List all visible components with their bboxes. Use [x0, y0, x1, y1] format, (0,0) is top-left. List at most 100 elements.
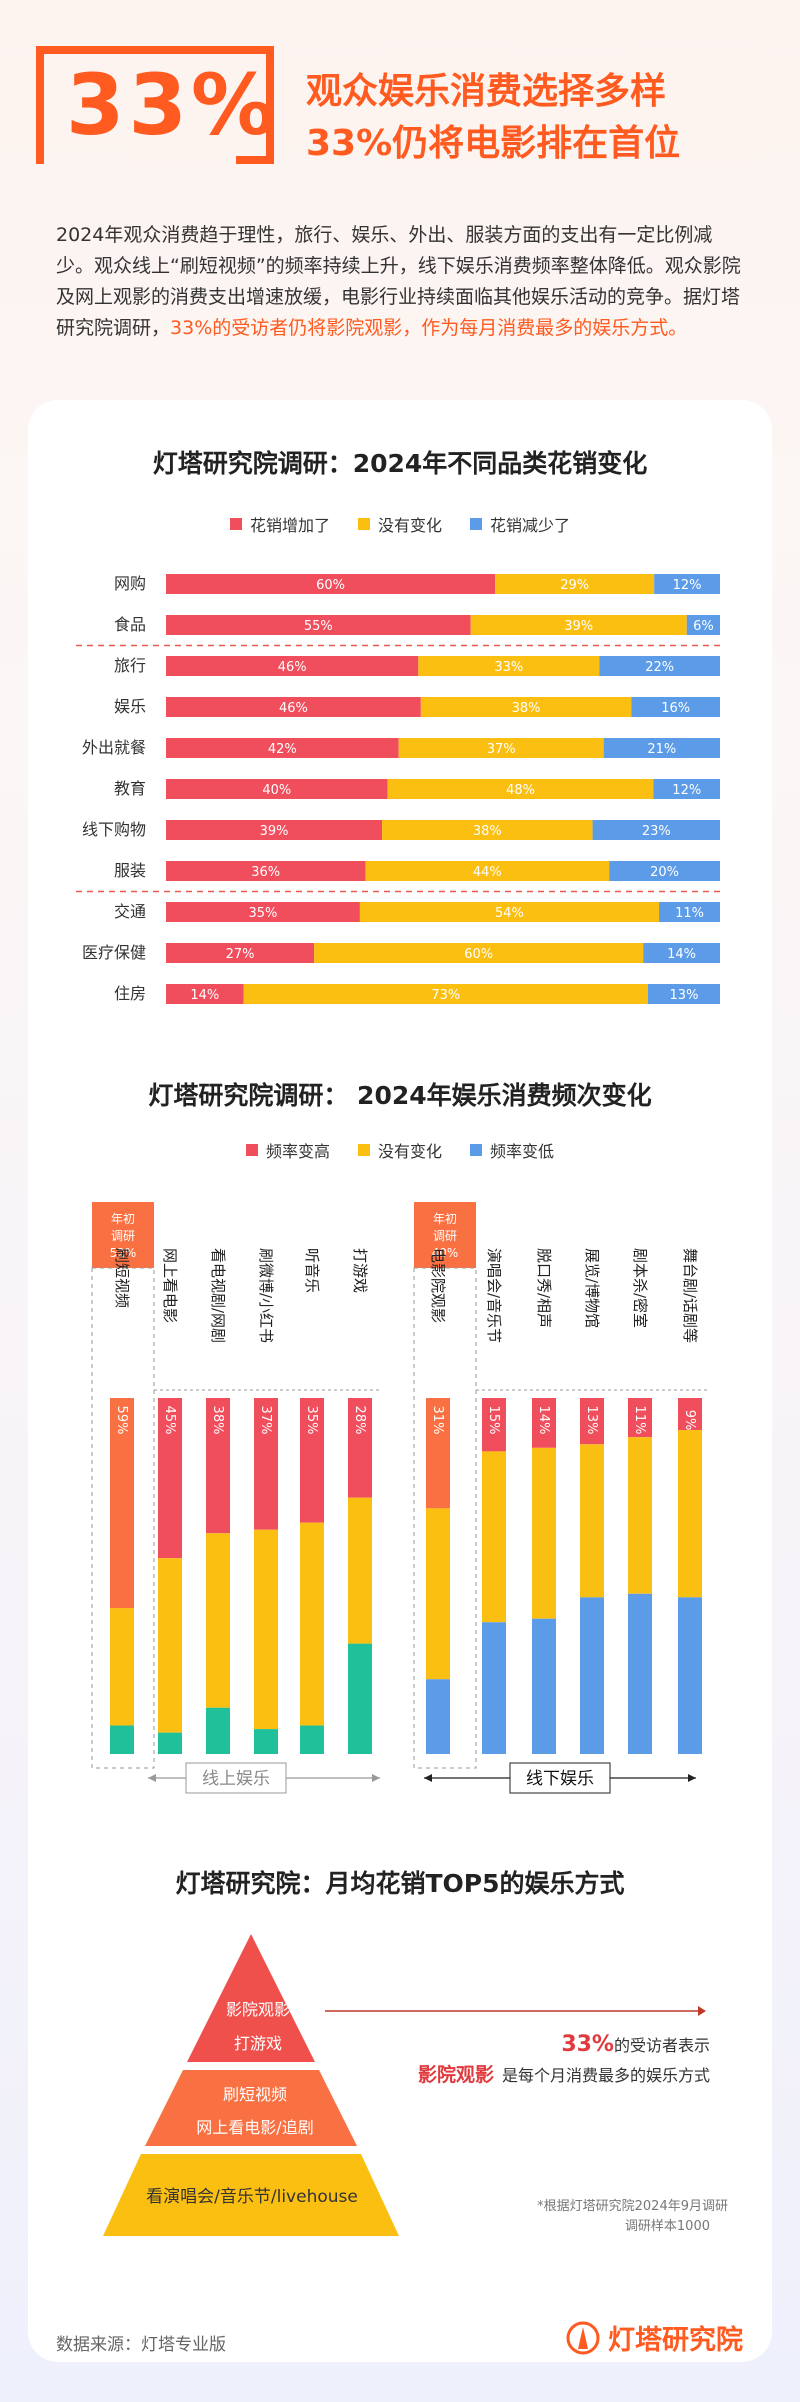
bar-segment [300, 1522, 324, 1726]
category-label: 服装 [114, 861, 146, 880]
data-label: 23% [642, 824, 671, 839]
bar-segment [166, 984, 244, 1004]
bar-segment [359, 902, 660, 922]
callout-text-2: 是每个月消费最多的娱乐方式 [502, 2066, 710, 2085]
data-label: 39% [260, 824, 289, 839]
top5-title: 灯塔研究院：月均花销TOP5的娱乐方式 [175, 1869, 625, 1898]
bar-segment [628, 1593, 652, 1754]
legend-item: 花销减少了 [470, 512, 570, 536]
legend-swatch-yellow [357, 1144, 370, 1156]
bracket-left [36, 46, 268, 164]
bar-segment [348, 1497, 372, 1644]
category-label: 听音乐 [303, 1248, 321, 1293]
group-label: 线上娱乐 [202, 1769, 270, 1789]
bar-segment [166, 697, 421, 717]
data-label: 38% [473, 824, 502, 839]
baseline-badge [414, 1202, 476, 1268]
bar-segment [206, 1398, 230, 1534]
badge-line: 年初 [433, 1212, 457, 1226]
group-label-box [509, 1762, 611, 1794]
bar-segment [643, 943, 720, 963]
data-label: 20% [650, 865, 679, 880]
legend-label: 花销减少了 [490, 516, 571, 535]
bar-segment [398, 738, 604, 758]
data-label: 12% [673, 578, 702, 593]
chart1-legend: 花销增加了 没有变化 花销减少了 [0, 512, 800, 536]
data-label: 42% [268, 742, 297, 757]
bar-segment [678, 1430, 702, 1598]
data-label: 11% [675, 906, 704, 921]
bar-segment [314, 943, 644, 963]
legend-swatch-blue [470, 518, 482, 530]
bar-segment [300, 1398, 324, 1523]
note-line-2: 调研样本1000 [625, 2219, 710, 2234]
data-label: 45% [162, 1406, 177, 1435]
baseline-badge [92, 1202, 154, 1268]
legend-swatch-red [245, 1144, 258, 1156]
bar-segment [678, 1597, 702, 1754]
bar-segment [686, 615, 720, 635]
data-label: 14% [536, 1406, 551, 1435]
tier1-line-1: 影院观影 [226, 2000, 290, 2019]
badge-line: 调研 [111, 1229, 135, 1243]
bar-segment [166, 656, 419, 676]
category-label: 演唱会/音乐节 [485, 1248, 503, 1343]
bar-segment [158, 1398, 182, 1559]
bar-segment [110, 1398, 134, 1609]
chart2-legend: 频率变高 没有变化 频率变低 [0, 1138, 800, 1162]
bar-segment [603, 738, 720, 758]
data-label: 60% [316, 578, 345, 593]
data-label: 11% [632, 1406, 647, 1435]
lighthouse-logo-icon [566, 2321, 600, 2354]
data-label: 59% [114, 1406, 129, 1435]
highlight-outline [413, 1267, 477, 1769]
category-label: 剧本杀/密室 [631, 1248, 649, 1328]
chart1-title: 灯塔研究院调研：2024年不同品类花销变化 [152, 449, 648, 478]
bar-segment [254, 1729, 278, 1754]
bar-segment [348, 1398, 372, 1498]
bar-segment [420, 697, 632, 717]
data-label: 21% [647, 742, 676, 757]
bar-segment [300, 1725, 324, 1754]
arrowhead-right [372, 1774, 380, 1782]
data-label: 12% [672, 783, 701, 798]
category-label: 舞台剧/话剧等 [681, 1248, 699, 1343]
bar-segment [166, 820, 383, 840]
tier2-line-1: 刷短视频 [223, 2085, 287, 2104]
headline-line-2: 33%仍将电影排在首位 [306, 123, 681, 164]
bar-segment [482, 1398, 506, 1452]
bar-segment [482, 1451, 506, 1623]
data-label: 33% [494, 660, 523, 675]
category-label: 住房 [114, 984, 146, 1003]
logo-text: 灯塔研究院 [608, 2325, 743, 2356]
highlight-outline [91, 1267, 155, 1769]
category-label: 打游戏 [351, 1248, 369, 1293]
data-label: 35% [304, 1406, 319, 1435]
bar-segment [166, 738, 399, 758]
bar-segment [426, 1398, 450, 1509]
legend-item: 频率变低 [470, 1138, 554, 1162]
arrowhead-left [424, 1774, 432, 1782]
legend-swatch-yellow [357, 518, 370, 530]
data-label: 27% [226, 947, 255, 962]
data-label: 35% [248, 906, 277, 921]
data-label: 60% [464, 947, 493, 962]
bar-segment [166, 779, 388, 799]
header: 33% 观众娱乐消费选择多样 33%仍将电影排在首位 2024年观众消费趋于理性… [0, 0, 800, 430]
legend-swatch-red [229, 518, 242, 530]
data-label: 36% [251, 865, 280, 880]
bar-segment [599, 656, 720, 676]
bar-segment [532, 1398, 556, 1448]
bar-segment [254, 1529, 278, 1730]
bar-segment [580, 1444, 604, 1598]
bar-segment [158, 1732, 182, 1754]
data-label: 44% [473, 865, 502, 880]
tier2-line-2: 网上看电影/追剧 [196, 2118, 313, 2137]
bar-segment [482, 1622, 506, 1754]
big-number: 33% [66, 56, 280, 154]
data-label: 37% [487, 742, 516, 757]
bar-segment [631, 697, 720, 717]
data-label: 31% [430, 1406, 445, 1435]
category-label: 医疗保健 [82, 943, 146, 962]
